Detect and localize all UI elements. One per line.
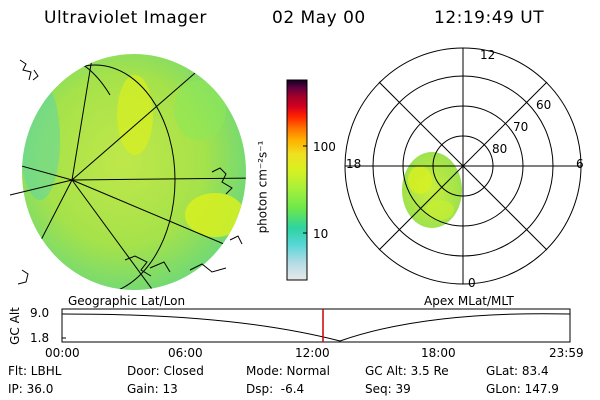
polar-plot [344,47,582,285]
altitude-plot [61,308,571,343]
status-ip: IP: 36.0 [8,382,54,396]
mlt-label-top: 12 [480,48,496,62]
status-flt: Flt: LBHL [8,364,62,378]
altitude-ytick-high: 9.0 [30,306,50,320]
lat-label-70: 70 [513,120,529,134]
status-glon: GLon: 147.9 [486,382,559,396]
altitude-ytick-low: 1.8 [30,331,50,345]
time-tick-3: 18:00 [421,346,456,360]
status-glat: GLat: 83.4 [486,364,549,378]
colorbar-tick-100: 100 [313,140,336,154]
time-label: 12:19:49 UT [434,8,545,28]
status-dsp: Dsp: -6.4 [246,382,305,396]
mlt-label-right: 6 [576,157,584,171]
colorbar [286,79,308,281]
time-tick-1: 06:00 [168,346,203,360]
altitude-ylabel: GC Alt [7,307,22,345]
status-seq: Seq: 39 [365,382,411,396]
mlt-label-left: 18 [346,157,362,171]
geographic-label: Geographic Lat/Lon [68,294,186,308]
status-door: Door: Closed [127,364,204,378]
geographic-image [9,54,246,290]
time-tick-2: 12:00 [295,346,330,360]
status-gc-alt: GC Alt: 3.5 Re [365,364,449,378]
aurora-region [402,152,462,228]
lat-label-80: 80 [492,142,508,156]
time-tick-4: 23:59 [549,346,584,360]
colorbar-tick-10: 10 [313,227,329,241]
apex-label: Apex MLat/MLT [424,294,514,308]
date-label: 02 May 00 [272,8,366,28]
time-tick-0: 00:00 [45,346,80,360]
mlt-label-bottom: 0 [468,276,476,290]
instrument-title: Ultraviolet Imager [44,8,207,28]
lat-label-60: 60 [536,98,552,112]
status-gain: Gain: 13 [127,382,178,396]
status-mode: Mode: Normal [246,364,330,378]
colorbar-unit-label: photon cm⁻²s⁻¹ [255,140,270,234]
